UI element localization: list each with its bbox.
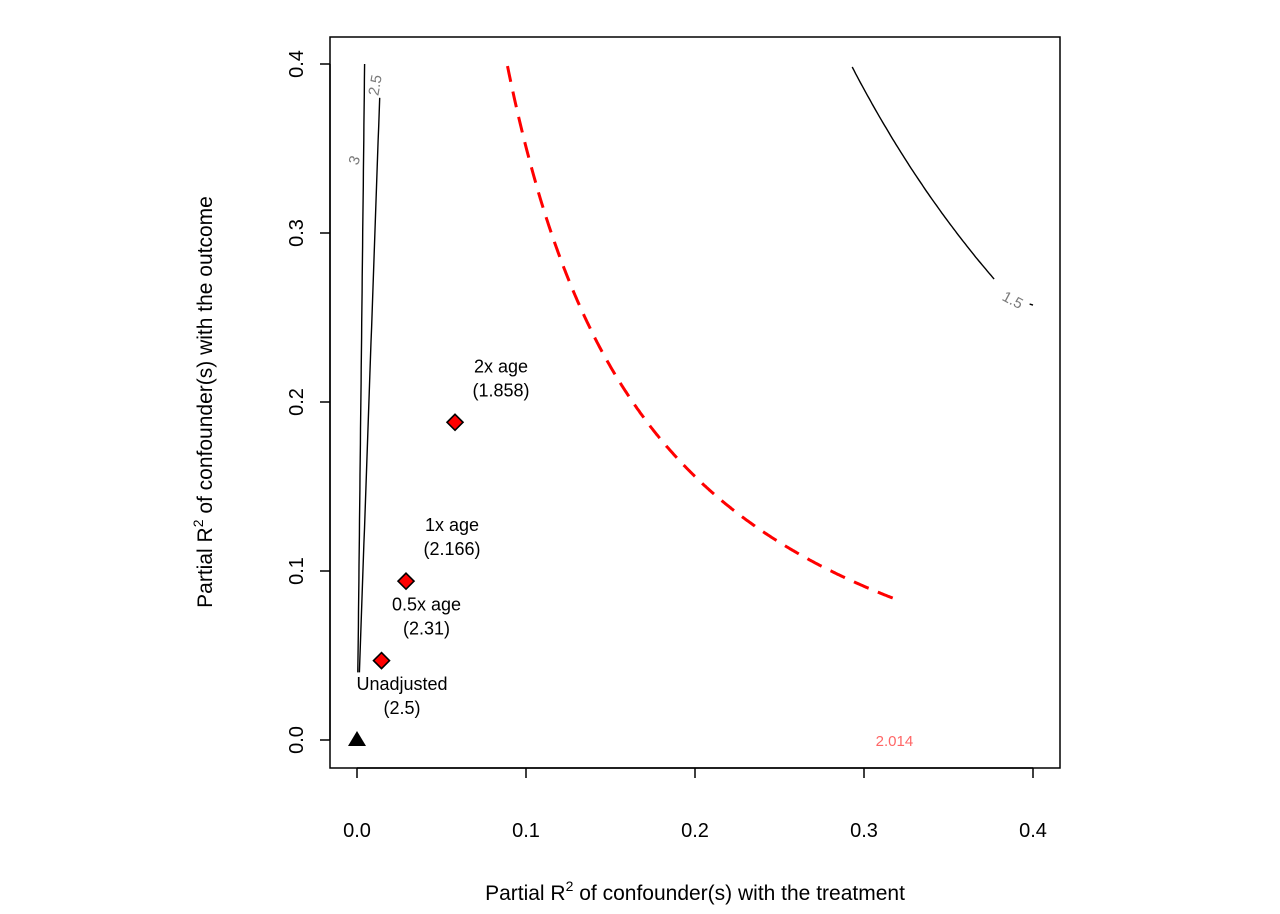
x-tick-label: 0.3 xyxy=(850,820,878,842)
threshold-label: 2.014 xyxy=(876,733,914,750)
x-tick-label: 0.0 xyxy=(343,820,371,842)
contour-line xyxy=(357,63,366,673)
benchmark-value: (2.31) xyxy=(403,619,450,639)
benchmark-label: Unadjusted xyxy=(356,674,447,694)
benchmark-diamond xyxy=(372,651,391,670)
y-tick-label: 0.0 xyxy=(286,726,308,754)
x-axis-title: Partial R2 of confounder(s) with the tre… xyxy=(485,878,905,905)
threshold-line xyxy=(506,65,902,603)
benchmark-value: (2.166) xyxy=(423,539,480,559)
y-tick-label: 0.4 xyxy=(286,50,308,78)
y-tick-label: 0.2 xyxy=(286,388,308,416)
x-tick-label: 0.4 xyxy=(1019,820,1047,842)
contour-label: 2.5 xyxy=(365,73,385,96)
contour-line xyxy=(358,97,381,673)
y-tick-label: 0.3 xyxy=(286,219,308,247)
y-tick-label: 0.1 xyxy=(286,557,308,585)
benchmark-value: (2.5) xyxy=(383,698,420,718)
contour-lines: 3 2.5 1.5 xyxy=(345,63,1034,673)
benchmark-label: 1x age xyxy=(425,515,479,535)
unadjusted-triangle xyxy=(348,731,366,746)
contour-line xyxy=(851,66,995,280)
x-tick-label: 0.2 xyxy=(681,820,709,842)
contour-tail xyxy=(1029,303,1034,306)
axis-ticks: 0.0 0.1 0.2 0.3 0.4 0.0 0.1 0.2 0.3 0.4 xyxy=(286,50,1047,842)
benchmark-points: Unadjusted (2.5) 0.5x age (2.31) 1x age (2.16… xyxy=(348,356,530,746)
contour-label: 3 xyxy=(345,154,364,168)
benchmark-diamond xyxy=(445,413,465,432)
x-tick-label: 0.1 xyxy=(512,820,540,842)
benchmark-diamond xyxy=(396,572,416,591)
benchmark-label: 2x age xyxy=(474,356,528,376)
contour-label: 1.5 xyxy=(999,288,1025,313)
benchmark-label: 0.5x age xyxy=(392,595,461,615)
axis-titles: Partial R2 of confounder(s) with the tre… xyxy=(190,196,905,905)
benchmark-value: (1.858) xyxy=(472,380,529,400)
threshold-contour: 2.014 xyxy=(506,65,914,750)
plot-frame xyxy=(329,36,1061,769)
y-axis-title: Partial R2 of confounder(s) with the out… xyxy=(190,196,217,608)
